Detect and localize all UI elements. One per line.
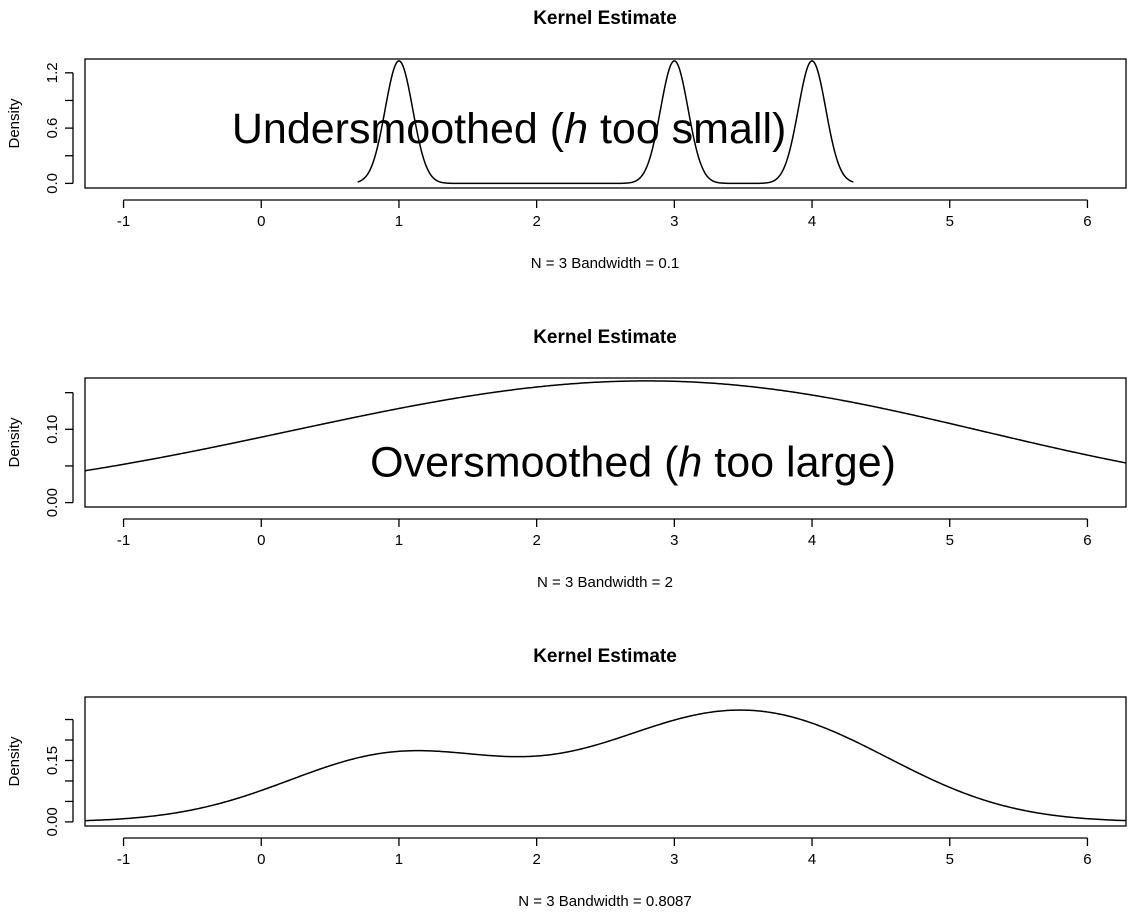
annotation-text: Undersmoothed (h too small): [232, 105, 786, 153]
x-tick-label: 1: [395, 213, 403, 230]
x-tick-label: 6: [1083, 532, 1091, 549]
y-axis-label: Density: [6, 98, 23, 149]
x-tick-label: 0: [257, 213, 265, 230]
x-axis-label: N = 3 Bandwidth = 0.1: [531, 255, 679, 272]
x-tick-label: -1: [117, 851, 130, 868]
x-tick-label: 4: [808, 851, 816, 868]
x-tick-label: -1: [117, 532, 130, 549]
plot-frame: [84, 696, 1127, 827]
x-tick-label: 2: [532, 532, 540, 549]
x-tick-label: 5: [946, 532, 954, 549]
x-tick-label: 3: [670, 532, 678, 549]
y-tick-label: 0.0: [44, 173, 61, 194]
density-curve: [85, 380, 1126, 472]
x-tick-label: 1: [395, 851, 403, 868]
chart-title: Kernel Estimate: [533, 646, 677, 667]
plot-frame: [84, 58, 1127, 189]
x-tick-label: -1: [117, 213, 130, 230]
y-tick-label: 0.00: [44, 807, 61, 836]
chart-panel-1: Kernel Estimate -1 0 1 2 3 4 5 6 0.0 0.6 1.2 Density…: [6, 8, 1127, 272]
x-tick-label: 4: [808, 532, 816, 549]
x-tick-label: 6: [1083, 851, 1091, 868]
plot-frame: [84, 377, 1127, 508]
x-axis-label: N = 3 Bandwidth = 2: [537, 574, 673, 591]
x-tick-label: 2: [532, 851, 540, 868]
x-tick-label: 5: [946, 213, 954, 230]
x-tick-label: 3: [670, 851, 678, 868]
y-tick-label: 0.10: [44, 415, 61, 444]
y-tick-label: 0.6: [44, 118, 61, 139]
x-tick-label: 0: [257, 851, 265, 868]
x-tick-label: 3: [670, 213, 678, 230]
chart-panel-2: Kernel Estimate -1 0 1 2 3 4 5 6 0.00 0.10 Density N…: [6, 327, 1127, 591]
x-tick-label: 2: [532, 213, 540, 230]
chart-panel-3: Kernel Estimate -1 0 1 2 3 4 5 6 0.00 0.15 Density N…: [6, 646, 1127, 910]
y-tick-label: 0.15: [44, 746, 61, 775]
y-tick-label: 0.00: [44, 488, 61, 517]
x-tick-label: 6: [1083, 213, 1091, 230]
x-axis-label: N = 3 Bandwidth = 0.8087: [518, 893, 691, 910]
density-curve: [85, 709, 1126, 822]
x-tick-label: 0: [257, 532, 265, 549]
chart-title: Kernel Estimate: [533, 327, 677, 348]
annotation-text: Oversmoothed (h too large): [370, 439, 896, 487]
y-axis-label: Density: [6, 736, 23, 787]
x-tick-label: 5: [946, 851, 954, 868]
chart-title: Kernel Estimate: [533, 8, 677, 29]
x-tick-label: 4: [808, 213, 816, 230]
y-axis-label: Density: [6, 417, 23, 468]
y-tick-label: 1.2: [44, 62, 61, 83]
x-tick-label: 1: [395, 532, 403, 549]
density-curve: [357, 60, 854, 185]
